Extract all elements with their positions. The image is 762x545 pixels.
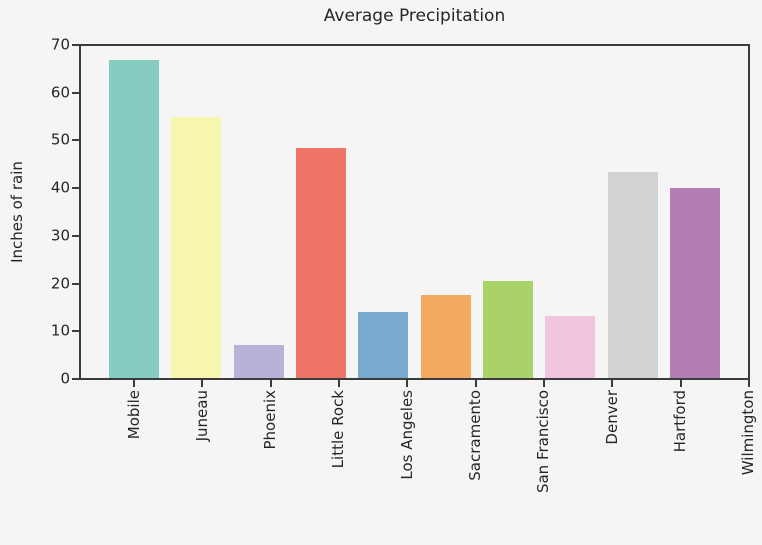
- y-tick-label: 40: [50, 178, 70, 197]
- x-tick-mark: [337, 380, 340, 387]
- y-tick-mark: [72, 187, 79, 190]
- x-tick-label-denver: Denver: [602, 390, 621, 445]
- y-tick-mark: [72, 91, 79, 94]
- x-tick-label-hartford: Hartford: [671, 390, 690, 453]
- y-tick-label: 10: [50, 321, 70, 340]
- x-tick-cell: [109, 380, 159, 387]
- y-tick-label: 50: [50, 130, 70, 149]
- bars-container: [81, 46, 748, 378]
- bar-mobile: [109, 60, 159, 378]
- plot-area: [79, 44, 750, 380]
- bar-phoenix: [233, 344, 284, 378]
- x-label-cell: Little Rock: [314, 390, 364, 468]
- bar-san-francisco: [482, 280, 533, 378]
- x-tick-label-juneau: Juneau: [192, 390, 211, 442]
- x-tick-cell: [656, 380, 706, 387]
- y-tick-mark: [72, 139, 79, 142]
- x-tick-label-phoenix: Phoenix: [261, 390, 280, 450]
- x-tick-mark: [474, 380, 477, 387]
- x-tick-cell: [314, 380, 364, 387]
- x-tick-label-wilmington: Wilmington: [739, 390, 758, 476]
- y-tick-mark: [72, 330, 79, 333]
- y-tick-label: 0: [60, 369, 70, 388]
- x-axis-ticks: [81, 380, 762, 387]
- x-tick-cell: [451, 380, 501, 387]
- x-label-cell: Juneau: [177, 390, 227, 441]
- x-tick-label-los-angeles: Los Angeles: [397, 390, 416, 480]
- x-label-cell: Mobile: [109, 390, 159, 439]
- x-tick-label-san-francisco: San Francisco: [534, 390, 553, 494]
- x-label-cell: San Francisco: [519, 390, 569, 493]
- y-tick-label: 60: [50, 83, 70, 102]
- y-axis: 0 10 20 30 40 50 60 70: [0, 37, 80, 386]
- x-tick-mark: [611, 380, 614, 387]
- x-tick-mark: [133, 380, 135, 387]
- y-tick-label: 20: [50, 274, 70, 293]
- x-tick-label-little-rock: Little Rock: [329, 390, 348, 469]
- x-tick-label-sacramento: Sacramento: [466, 390, 485, 481]
- x-tick-mark: [406, 380, 409, 387]
- x-tick-cell: [382, 380, 432, 387]
- x-tick-label-mobile: Mobile: [124, 390, 143, 440]
- x-tick-mark: [747, 380, 750, 387]
- bar-sacramento: [420, 295, 471, 378]
- y-tick-mark: [72, 234, 79, 237]
- x-tick-mark: [201, 380, 204, 387]
- bar-denver: [545, 316, 596, 378]
- x-tick-cell: [724, 380, 762, 387]
- x-label-cell: Denver: [587, 390, 637, 445]
- y-tick-label: 30: [50, 226, 70, 245]
- bar-hartford: [607, 171, 658, 378]
- x-label-cell: Sacramento: [451, 390, 501, 481]
- x-tick-mark: [679, 380, 682, 387]
- chart-title: Average Precipitation: [323, 6, 506, 26]
- x-tick-cell: [519, 380, 569, 387]
- x-tick-cell: [177, 380, 227, 387]
- bar-wilmington: [669, 188, 720, 378]
- x-label-cell: Phoenix: [246, 390, 296, 450]
- x-label-cell: Wilmington: [724, 390, 762, 475]
- x-axis-labels: Mobile Juneau Phoenix Little Rock Los Angele…: [81, 390, 762, 493]
- y-tick-mark: [72, 282, 79, 285]
- x-tick-cell: [587, 380, 637, 387]
- x-tick-mark: [269, 380, 272, 387]
- y-tick-label: 70: [50, 35, 70, 54]
- bar-little-rock: [295, 147, 346, 378]
- y-tick-mark: [72, 44, 79, 46]
- x-label-cell: Los Angeles: [382, 390, 432, 480]
- y-tick-mark: [72, 378, 79, 380]
- bar-juneau: [171, 117, 222, 378]
- x-tick-mark: [542, 380, 545, 387]
- x-label-cell: Hartford: [656, 390, 706, 452]
- bar-los-angeles: [358, 311, 409, 378]
- x-tick-cell: [246, 380, 296, 387]
